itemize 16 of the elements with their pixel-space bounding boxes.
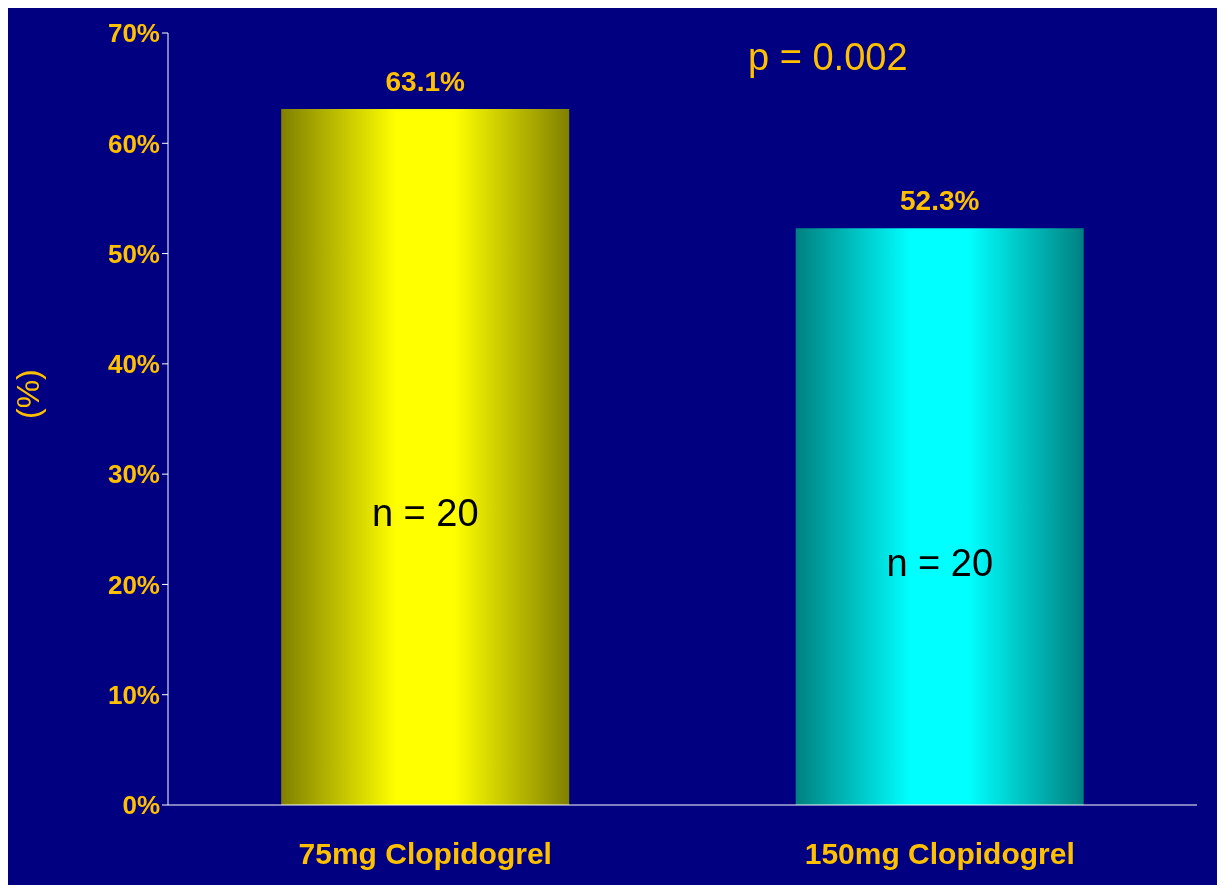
annotation: n = 20 [886,542,994,585]
data-label: 63.1% [385,66,465,98]
x-tick-label: 75mg Clopidogrel [298,837,552,871]
y-tick-label: 10% [107,679,160,710]
y-tick-label: 0% [122,790,160,821]
data-label: 52.3% [899,185,980,217]
y-axis-title: (%) [10,369,47,419]
y-tick-label: 40% [107,349,160,380]
annotation: n = 20 [371,492,479,535]
y-tick-label: 60% [107,128,160,159]
y-tick-label: 50% [107,238,160,269]
annotation: p = 0.002 [748,36,908,79]
x-tick-label: 150mg Clopidogrel [804,837,1075,871]
y-tick-label: 30% [107,459,160,490]
y-tick-label: 20% [107,569,160,600]
y-tick-label: 70% [107,18,160,49]
